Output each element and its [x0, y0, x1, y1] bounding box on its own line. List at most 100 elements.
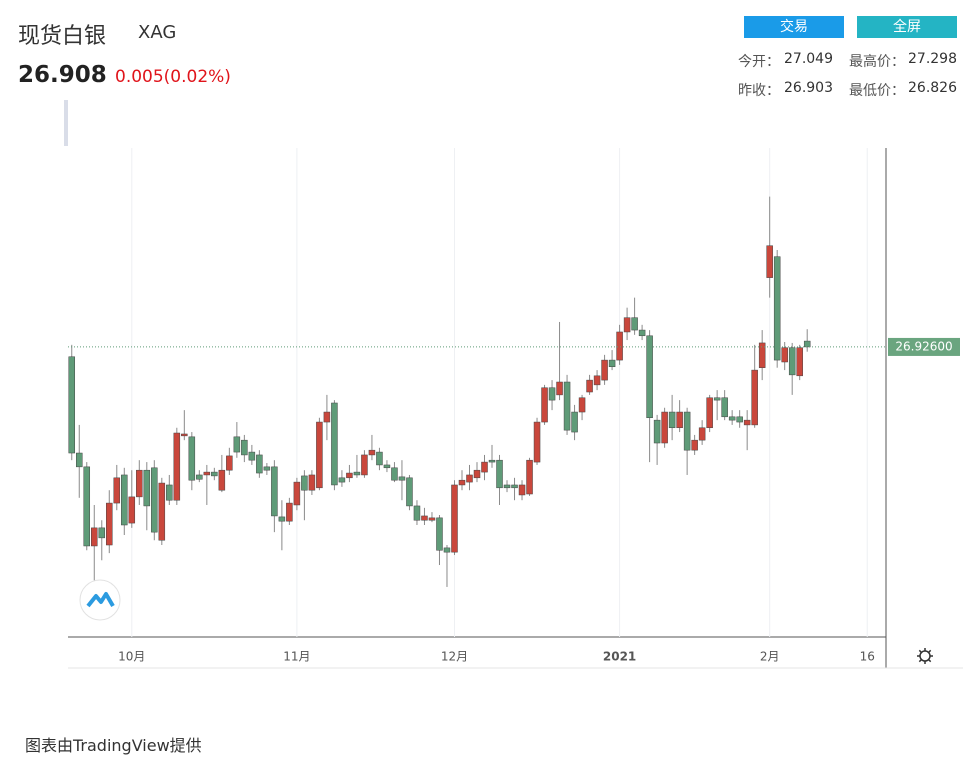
candle-body	[263, 466, 271, 471]
candle-body	[181, 433, 188, 437]
candle-body	[188, 436, 196, 481]
candle-body	[376, 451, 383, 466]
stat-value: 26.903	[784, 80, 833, 96]
candle-body	[76, 452, 83, 468]
candle-body	[428, 517, 436, 521]
candle-body	[593, 375, 601, 386]
candle-body	[766, 245, 773, 278]
x-tick-label: 10月	[118, 650, 145, 664]
candle-body	[691, 439, 698, 451]
candle-body	[556, 381, 563, 396]
candle-body	[323, 411, 331, 423]
candle-body	[383, 464, 391, 469]
candle-body	[293, 481, 301, 506]
candle-body	[421, 515, 428, 521]
candle-body	[331, 402, 338, 486]
candle-body	[736, 416, 743, 423]
candle-body	[481, 461, 488, 473]
candle-body	[91, 527, 98, 547]
candle-body	[571, 411, 578, 433]
candle-body	[548, 387, 556, 401]
candle-body	[436, 517, 443, 551]
candle-body	[616, 331, 623, 361]
candle-body	[751, 369, 758, 426]
candle-body	[526, 459, 533, 495]
candle-body	[173, 432, 181, 501]
price-change: 0.005(0.02%)	[115, 67, 231, 87]
candle-body	[608, 359, 616, 368]
candle-body	[233, 436, 241, 453]
stat-label: 昨收：	[738, 83, 780, 99]
candle-body	[698, 427, 706, 441]
fullscreen-button[interactable]: 全屏	[857, 16, 957, 38]
x-tick-label: 2021	[603, 650, 636, 664]
candle-body	[646, 335, 653, 419]
title: 现货白银	[18, 24, 107, 49]
candle-body	[541, 387, 548, 423]
candle-body	[743, 419, 751, 426]
logo[interactable]	[79, 579, 121, 621]
candle-body	[781, 347, 788, 363]
candle-body	[533, 421, 541, 463]
price: 26.908	[18, 62, 107, 88]
candle-body	[391, 467, 398, 481]
candle-body	[458, 479, 466, 486]
candle-body	[661, 411, 668, 444]
candle-body	[368, 449, 376, 456]
candle-body	[346, 472, 353, 479]
stat-value: 27.049	[784, 51, 833, 67]
candle-body	[271, 466, 278, 517]
candle-body	[413, 505, 421, 521]
stat-value: 26.826	[908, 80, 957, 96]
candle-body	[211, 471, 218, 477]
stat-label: 今开：	[738, 54, 780, 70]
candle-body	[803, 340, 811, 348]
candle-body	[721, 397, 728, 418]
candle-body	[503, 484, 511, 489]
candle-body	[316, 421, 323, 489]
candle-body	[106, 502, 113, 546]
candle-body	[511, 484, 518, 489]
candle-body	[338, 477, 346, 483]
candle-body	[683, 411, 691, 451]
candle-body	[158, 482, 166, 541]
candle-body	[796, 347, 803, 377]
x-tick-label: 2月	[760, 650, 780, 664]
candle-body	[466, 474, 473, 483]
candle-body	[623, 317, 631, 333]
candle-body	[113, 477, 121, 504]
candle-body	[668, 411, 676, 429]
stat-label: 最高价：	[849, 54, 905, 70]
candle-body	[286, 502, 293, 522]
stat-value: 27.298	[908, 51, 957, 67]
candle-body	[631, 317, 638, 331]
candle-body	[518, 484, 526, 496]
candle-body	[578, 397, 586, 413]
candle-body	[83, 466, 91, 547]
trade-button[interactable]: 交易	[744, 16, 844, 38]
candle-body	[301, 475, 308, 491]
x-tick-label: 12月	[441, 650, 468, 664]
x-tick-label: 16	[860, 650, 875, 664]
candle-body	[143, 469, 151, 507]
candle-body	[278, 516, 286, 522]
candle-body	[728, 416, 736, 421]
candle-body	[121, 474, 128, 526]
candle-body	[361, 454, 368, 476]
last-price-label: 26.92600	[895, 339, 952, 353]
candle-body	[563, 381, 571, 431]
candle-body	[653, 419, 661, 444]
candle-body	[196, 474, 203, 480]
candle-body	[496, 459, 503, 489]
candle-body	[758, 342, 766, 368]
candle-body	[128, 496, 136, 524]
candle-body	[586, 379, 593, 393]
last-price-box	[888, 337, 960, 356]
candle-body	[398, 476, 406, 481]
candle-body	[713, 397, 721, 401]
candle-body	[406, 477, 413, 507]
stat-label: 最低价：	[849, 83, 905, 99]
settings-icon[interactable]	[917, 648, 933, 664]
candle-body	[136, 469, 143, 498]
